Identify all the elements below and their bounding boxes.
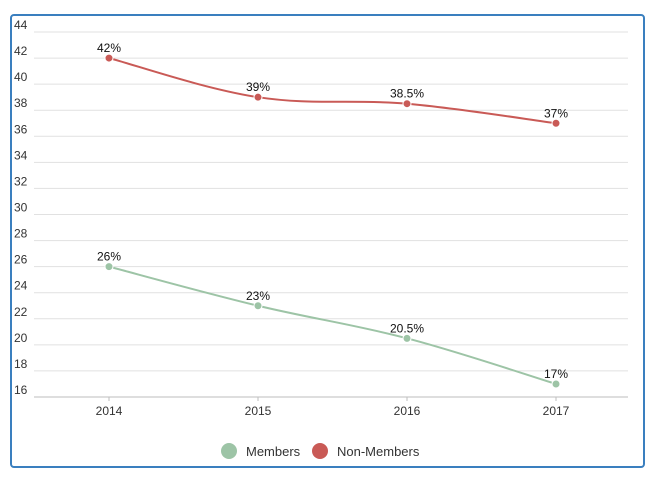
y-tick-label: 20	[14, 331, 28, 345]
legend-label-non-members: Non-Members	[337, 444, 420, 459]
data-label-non-members: 37%	[544, 106, 568, 120]
data-label-non-members: 39%	[246, 80, 270, 94]
data-point-non-members	[402, 99, 412, 109]
data-point-members	[551, 379, 561, 389]
series-line-non-members	[108, 57, 557, 125]
x-tick-label: 2015	[245, 404, 272, 418]
y-tick-label: 28	[14, 227, 28, 241]
x-tick-label: 2016	[394, 404, 421, 418]
y-tick-label: 42	[14, 44, 28, 58]
data-label-non-members: 42%	[97, 41, 121, 55]
y-tick-label: 34	[14, 148, 28, 162]
y-tick-label: 44	[14, 18, 28, 32]
y-tick-label: 40	[14, 70, 28, 84]
y-tick-label: 16	[14, 383, 28, 397]
data-label-members: 20.5%	[390, 321, 424, 335]
series-line-members	[108, 265, 557, 385]
data-label-members: 23%	[246, 289, 270, 303]
x-tick-label: 2017	[543, 404, 570, 418]
data-point-non-members	[104, 53, 114, 63]
data-point-non-members	[551, 118, 561, 128]
y-tick-label: 26	[14, 253, 28, 267]
y-tick-label: 30	[14, 201, 28, 215]
y-tick-label: 24	[14, 279, 28, 293]
data-point-members	[104, 262, 114, 272]
legend-marker-non-members	[312, 443, 328, 459]
y-tick-label: 32	[14, 174, 28, 188]
data-point-members	[402, 333, 412, 343]
data-label-members: 17%	[544, 367, 568, 381]
y-tick-label: 36	[14, 122, 28, 136]
legend-label-members: Members	[246, 444, 301, 459]
data-point-members	[253, 301, 263, 311]
legend-marker-members	[221, 443, 237, 459]
data-label-members: 26%	[97, 250, 121, 264]
y-tick-label: 38	[14, 96, 28, 110]
y-tick-label: 18	[14, 357, 28, 371]
x-tick-label: 2014	[96, 404, 123, 418]
y-tick-label: 22	[14, 305, 28, 319]
data-label-non-members: 38.5%	[390, 87, 424, 101]
data-point-non-members	[253, 92, 263, 102]
